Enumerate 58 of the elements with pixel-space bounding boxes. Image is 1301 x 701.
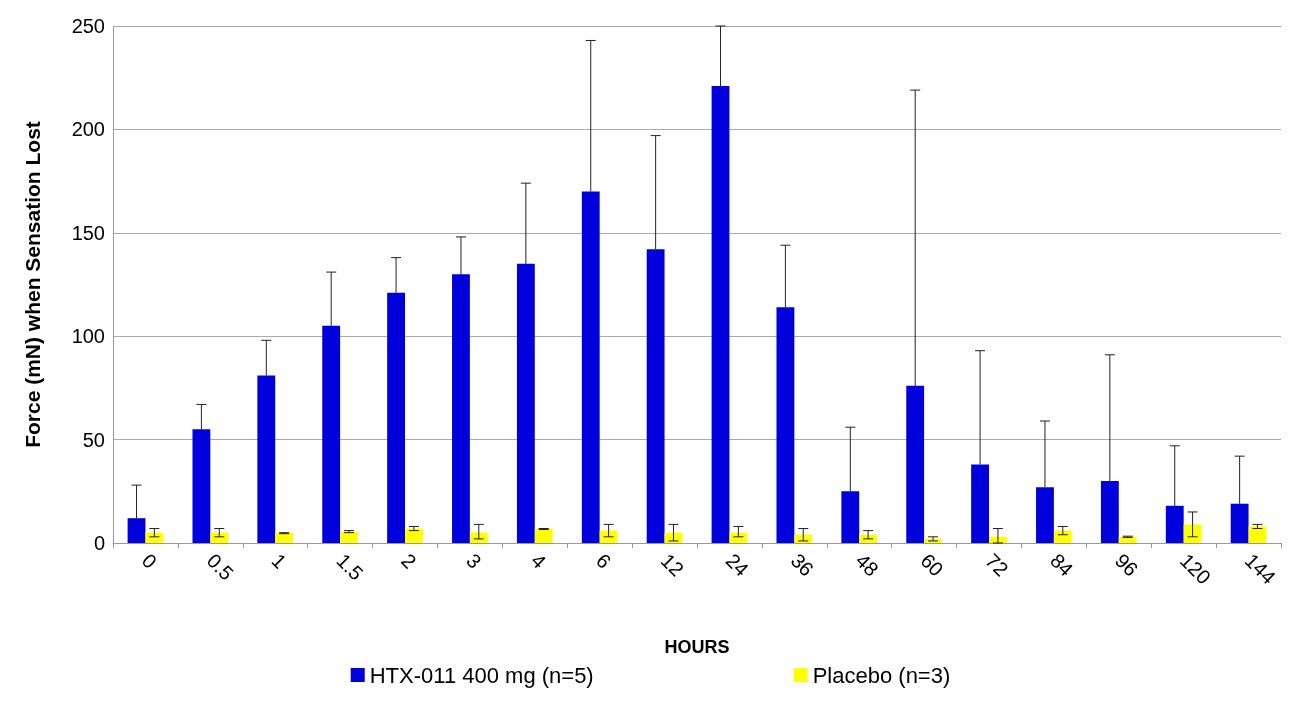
- bar: [776, 307, 795, 543]
- x-tick-label: 2: [397, 549, 421, 573]
- x-tick-label: 144: [1240, 549, 1280, 589]
- bar: [452, 274, 470, 543]
- x-tick-label: 12: [656, 549, 689, 581]
- legend-label: HTX-011 400 mg (n=5): [369, 662, 594, 688]
- bar: [127, 518, 146, 543]
- x-tick-label: 48: [851, 549, 883, 581]
- x-tick-label: 60: [916, 549, 948, 581]
- bar: [711, 85, 730, 543]
- bar: [906, 385, 925, 543]
- bar: [1165, 505, 1184, 543]
- bar: [1230, 503, 1249, 543]
- bar: [971, 464, 989, 543]
- x-tick-label: 0: [137, 549, 162, 573]
- x-tick-label: 3: [462, 549, 486, 573]
- y-tick-label: 0: [93, 532, 105, 554]
- x-tick-label: 24: [721, 549, 753, 581]
- bar: [581, 191, 600, 543]
- bar: [729, 532, 748, 543]
- y-axis-title: Force (mN) when Sensation Lost: [21, 121, 44, 448]
- x-tick-label: 6: [591, 549, 616, 573]
- y-tick-label: 200: [71, 118, 105, 141]
- bar: [1053, 530, 1072, 543]
- x-tick-label: 84: [1046, 549, 1078, 581]
- bar: [145, 532, 164, 543]
- x-tick-label: 1.5: [332, 549, 368, 585]
- x-tick-label: 0.5: [202, 549, 238, 585]
- bar: [340, 531, 358, 543]
- bar: [257, 375, 276, 543]
- bar: [1036, 487, 1054, 543]
- bar: [516, 263, 535, 543]
- x-tick-label: 120: [1175, 549, 1216, 589]
- y-tick-label: 100: [71, 325, 105, 348]
- bar: [275, 532, 294, 543]
- bar: [1118, 536, 1137, 543]
- y-tick-label: 150: [71, 221, 105, 244]
- y-tick-label: 250: [71, 15, 105, 37]
- bar: [599, 530, 618, 543]
- x-tick-label: 4: [527, 549, 551, 573]
- y-tick-label: 50: [82, 428, 105, 451]
- bar: [646, 249, 665, 543]
- x-tick-label: 72: [981, 549, 1013, 581]
- bar: [322, 325, 341, 543]
- bar: [1183, 524, 1202, 543]
- bar: [405, 528, 423, 543]
- bar: [1100, 480, 1119, 543]
- x-tick-label: 36: [786, 549, 818, 581]
- bar: [192, 429, 211, 543]
- bar: [1248, 526, 1267, 543]
- bar: [387, 292, 405, 543]
- legend-label: Placebo (n=3): [812, 662, 951, 688]
- x-tick-label: 96: [1111, 549, 1143, 581]
- bar: [841, 491, 860, 543]
- x-axis-title: HOURS: [664, 637, 730, 657]
- x-tick-label: 1: [267, 549, 291, 573]
- bar: [210, 532, 229, 543]
- bar: [534, 528, 553, 543]
